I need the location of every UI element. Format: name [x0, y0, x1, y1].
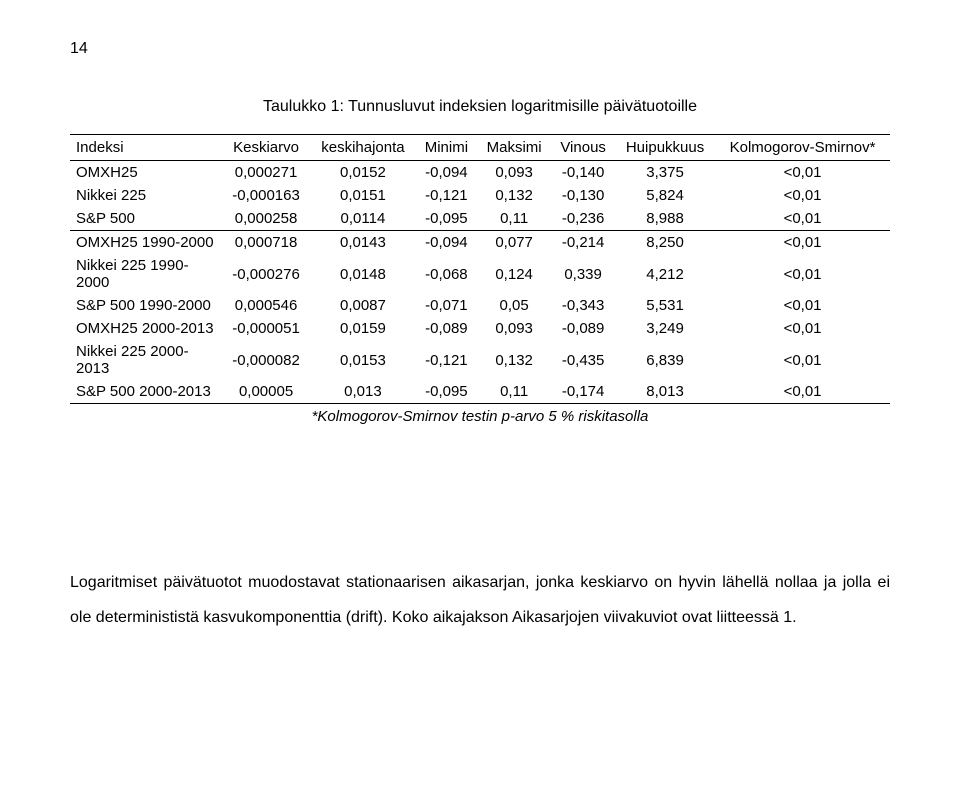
cell: 3,249: [615, 317, 715, 340]
cell: 0,0152: [310, 161, 416, 185]
cell: <0,01: [715, 207, 890, 231]
cell: -0,435: [551, 340, 615, 380]
cell: -0,174: [551, 380, 615, 404]
cell: 6,839: [615, 340, 715, 380]
cell: 0,0159: [310, 317, 416, 340]
cell: -0,095: [416, 380, 477, 404]
cell: -0,000163: [222, 184, 310, 207]
table-body: OMXH250,0002710,0152-0,0940,093-0,1403,3…: [70, 161, 890, 404]
cell: 0,0114: [310, 207, 416, 231]
cell: 0,132: [477, 184, 551, 207]
cell: -0,094: [416, 231, 477, 255]
table-row: OMXH25 2000-2013-0,0000510,0159-0,0890,0…: [70, 317, 890, 340]
cell: <0,01: [715, 294, 890, 317]
table-row: S&P 5000,0002580,0114-0,0950,11-0,2368,9…: [70, 207, 890, 231]
cell: 0,0087: [310, 294, 416, 317]
row-label: Nikkei 225 2000-2013: [70, 340, 222, 380]
cell: 5,824: [615, 184, 715, 207]
cell: -0,000082: [222, 340, 310, 380]
cell: -0,140: [551, 161, 615, 185]
cell: -0,121: [416, 340, 477, 380]
cell: 0,00005: [222, 380, 310, 404]
col-header: Keskiarvo: [222, 135, 310, 161]
cell: <0,01: [715, 380, 890, 404]
table-row: OMXH25 1990-20000,0007180,0143-0,0940,07…: [70, 231, 890, 255]
cell: <0,01: [715, 184, 890, 207]
cell: 4,212: [615, 254, 715, 294]
cell: 0,11: [477, 380, 551, 404]
row-label: OMXH25 2000-2013: [70, 317, 222, 340]
col-header: Indeksi: [70, 135, 222, 161]
cell: <0,01: [715, 340, 890, 380]
cell: -0,130: [551, 184, 615, 207]
cell: -0,236: [551, 207, 615, 231]
cell: -0,214: [551, 231, 615, 255]
cell: 0,0153: [310, 340, 416, 380]
cell: 5,531: [615, 294, 715, 317]
cell: 0,124: [477, 254, 551, 294]
table-row: S&P 500 1990-20000,0005460,0087-0,0710,0…: [70, 294, 890, 317]
table-row: Nikkei 225 1990-2000-0,0002760,0148-0,06…: [70, 254, 890, 294]
cell: 8,250: [615, 231, 715, 255]
cell: -0,121: [416, 184, 477, 207]
cell: 0,339: [551, 254, 615, 294]
cell: -0,000276: [222, 254, 310, 294]
col-header: Vinous: [551, 135, 615, 161]
body-paragraph: Logaritmiset päivätuotot muodostavat sta…: [70, 565, 890, 635]
page-number: 14: [70, 40, 890, 58]
document-page: 14 Taulukko 1: Tunnusluvut indeksien log…: [0, 0, 960, 675]
cell: 0,000258: [222, 207, 310, 231]
cell: 0,11: [477, 207, 551, 231]
cell: -0,068: [416, 254, 477, 294]
row-label: S&P 500 1990-2000: [70, 294, 222, 317]
row-label: OMXH25 1990-2000: [70, 231, 222, 255]
cell: 0,000546: [222, 294, 310, 317]
cell: -0,094: [416, 161, 477, 185]
row-label: S&P 500 2000-2013: [70, 380, 222, 404]
col-header: Kolmogorov-Smirnov*: [715, 135, 890, 161]
col-header: Maksimi: [477, 135, 551, 161]
cell: <0,01: [715, 317, 890, 340]
data-table: Indeksi Keskiarvo keskihajonta Minimi Ma…: [70, 134, 890, 404]
cell: 0,0143: [310, 231, 416, 255]
table-row: Nikkei 225 2000-2013-0,0000820,0153-0,12…: [70, 340, 890, 380]
table-footnote: *Kolmogorov-Smirnov testin p-arvo 5 % ri…: [70, 408, 890, 425]
cell: 3,375: [615, 161, 715, 185]
table-header-row: Indeksi Keskiarvo keskihajonta Minimi Ma…: [70, 135, 890, 161]
table-title: Taulukko 1: Tunnusluvut indeksien logari…: [70, 98, 890, 116]
col-header: Huipukkuus: [615, 135, 715, 161]
cell: -0,000051: [222, 317, 310, 340]
cell: -0,343: [551, 294, 615, 317]
row-label: Nikkei 225 1990-2000: [70, 254, 222, 294]
row-label: Nikkei 225: [70, 184, 222, 207]
cell: 0,093: [477, 317, 551, 340]
cell: -0,089: [551, 317, 615, 340]
col-header: Minimi: [416, 135, 477, 161]
cell: -0,095: [416, 207, 477, 231]
cell: 0,013: [310, 380, 416, 404]
cell: 0,0148: [310, 254, 416, 294]
cell: 0,132: [477, 340, 551, 380]
cell: 8,988: [615, 207, 715, 231]
table-row: S&P 500 2000-20130,000050,013-0,0950,11-…: [70, 380, 890, 404]
cell: 0,05: [477, 294, 551, 317]
cell: <0,01: [715, 231, 890, 255]
cell: 0,000271: [222, 161, 310, 185]
cell: 0,093: [477, 161, 551, 185]
cell: 8,013: [615, 380, 715, 404]
row-label: S&P 500: [70, 207, 222, 231]
table-row: OMXH250,0002710,0152-0,0940,093-0,1403,3…: [70, 161, 890, 185]
cell: <0,01: [715, 254, 890, 294]
cell: 0,0151: [310, 184, 416, 207]
cell: 0,077: [477, 231, 551, 255]
cell: -0,089: [416, 317, 477, 340]
cell: <0,01: [715, 161, 890, 185]
table-row: Nikkei 225-0,0001630,0151-0,1210,132-0,1…: [70, 184, 890, 207]
col-header: keskihajonta: [310, 135, 416, 161]
cell: -0,071: [416, 294, 477, 317]
cell: 0,000718: [222, 231, 310, 255]
row-label: OMXH25: [70, 161, 222, 185]
